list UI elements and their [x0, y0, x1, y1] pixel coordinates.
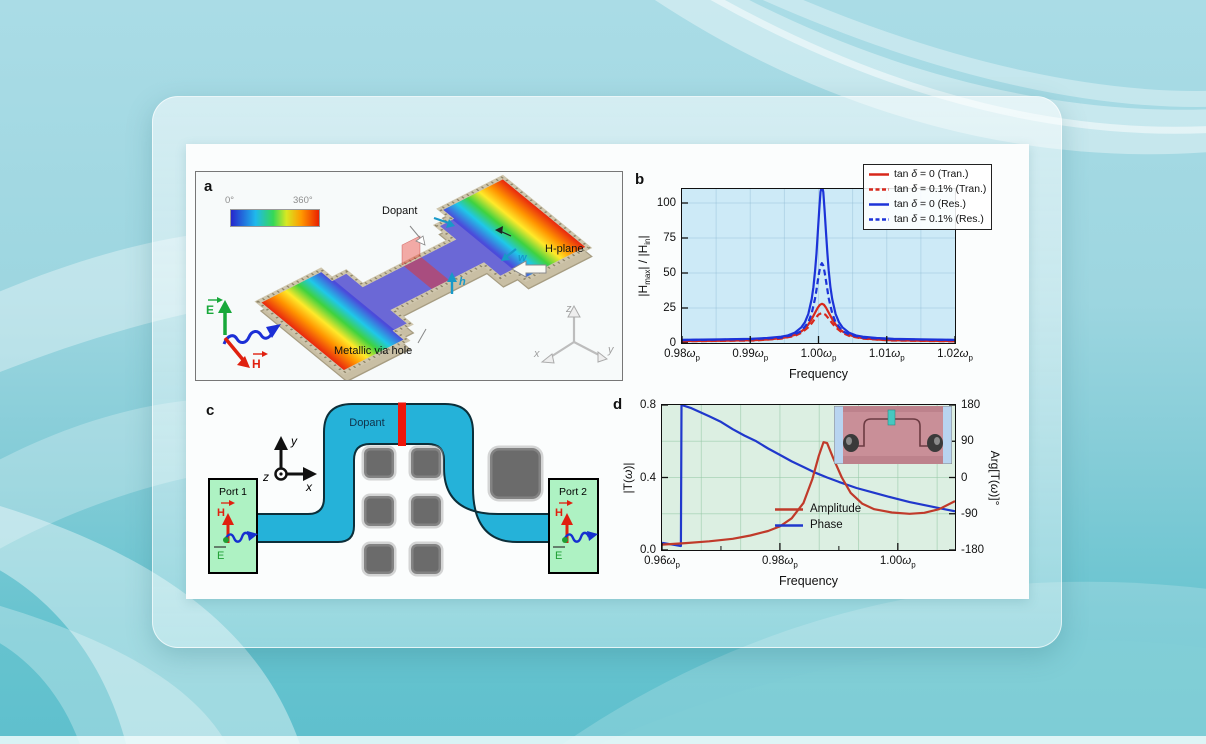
- right-tick-label: 90: [961, 435, 974, 448]
- e-field-label: E: [206, 303, 215, 317]
- legend-entry: tan δ = 0 (Res.): [868, 197, 986, 212]
- figure-canvas: a 0° 360°: [186, 144, 1029, 599]
- legend-label: tan δ = 0.1% (Tran.): [894, 184, 987, 195]
- panel-b-plot: Frequency |Hmax| / |Hin| tan δ = 0 (Tran…: [636, 164, 993, 381]
- port-2: Port 2 H E: [548, 478, 599, 574]
- dopant-slab: [401, 235, 421, 266]
- metallic-posts: [361, 445, 544, 577]
- content-card: a 0° 360°: [152, 96, 1062, 648]
- legend-label: tan δ = 0.1% (Res.): [894, 214, 984, 225]
- surface-arrowhead: [495, 226, 503, 234]
- y-tick-label: 75: [663, 232, 676, 244]
- right-tick-label: 180: [961, 399, 981, 411]
- colorbar-max-label: 360°: [293, 195, 313, 206]
- panel-c: Dopant: [208, 402, 599, 577]
- panel-b-letter: b: [635, 171, 645, 188]
- port-2-e-label: E: [555, 550, 562, 562]
- port-1-h-label: H: [217, 507, 225, 519]
- right-tick-label: -180: [961, 544, 985, 556]
- y-tick-label: 0.4: [640, 471, 656, 484]
- inset-dopant-sample: [887, 409, 896, 426]
- y-tick-label: 0: [669, 337, 676, 349]
- panel-a: a 0° 360°: [195, 171, 623, 381]
- waveguide-3d-art: z x y: [208, 174, 615, 380]
- y-tick-label: 50: [663, 267, 676, 279]
- wave-arrow: [222, 330, 274, 345]
- y-tick-label: 0.0: [640, 544, 656, 556]
- panel-d-xlabel: Frequency: [778, 574, 839, 588]
- panel-a-letter: a: [204, 178, 213, 195]
- panel-d-plot: Frequency |T(ω)| Arg[T(ω)]° Amplitude Pha…: [621, 399, 1002, 588]
- height-label: h: [459, 276, 466, 288]
- h-field-arrow: [223, 336, 246, 363]
- y-tick-label: 25: [663, 302, 676, 314]
- legend-label: tan δ = 0 (Res.): [894, 199, 966, 210]
- port-1: Port 1 H E: [208, 478, 258, 574]
- legend-entry: Amplitude: [774, 501, 861, 517]
- panel-c-axes: y x z: [262, 434, 317, 494]
- chart-curves-d: [662, 405, 955, 550]
- legend-entry: tan δ = 0 (Tran.): [868, 167, 986, 182]
- port-1-label: Port 1: [219, 486, 247, 498]
- axis-y-label-c: y: [290, 434, 298, 448]
- panel-d-letter: d: [613, 396, 623, 413]
- axis-x-label-c: x: [305, 480, 313, 494]
- dopant-label-c: Dopant: [349, 417, 384, 429]
- series-tan δ = 0.1% (Res.): [682, 262, 955, 342]
- port-1-e-label: E: [217, 550, 224, 562]
- colorbar-min-label: 0°: [225, 195, 235, 206]
- legend-entry: tan δ = 0.1% (Tran.): [868, 182, 986, 197]
- series-Amplitude: [662, 441, 955, 546]
- axis-y-label: y: [607, 344, 615, 356]
- dopant-label: Dopant: [382, 205, 418, 217]
- h-plane-label: H-plane: [545, 243, 584, 255]
- panel-d-ylabel: |T(ω)|: [621, 462, 635, 493]
- panel-c-letter: c: [206, 402, 215, 419]
- width-arrow: [505, 248, 517, 258]
- panel-b-ylabel: |Hmax| / |Hin|: [635, 235, 653, 297]
- x-tick-label: 0.98ωp: [762, 555, 798, 570]
- x-tick-label: 1.00ωp: [800, 348, 837, 363]
- x-tick-label: 0.96ωp: [644, 555, 680, 570]
- series-tan δ = 0 (Res.): [682, 189, 955, 341]
- width-label: w: [518, 252, 527, 264]
- right-tick-label: 0: [961, 471, 968, 484]
- x-tick-label: 1.02ωp: [937, 348, 973, 363]
- legend-entry: Phase: [774, 517, 861, 533]
- axis-z-label: z: [565, 303, 572, 315]
- right-tick-label: -90: [961, 507, 978, 520]
- h-field-label: H: [252, 357, 261, 371]
- series-Phase: [662, 405, 955, 548]
- y-tick-label: 100: [656, 197, 676, 209]
- via-hole-label: Metallic via hole: [334, 345, 413, 357]
- axes-triad: [548, 315, 600, 359]
- legend-label: tan δ = 0 (Tran.): [894, 169, 969, 180]
- axis-x-label: x: [533, 348, 540, 360]
- axis-z-label-c: z: [262, 470, 269, 484]
- x-tick-label: 1.01ωp: [868, 348, 905, 363]
- dopant-cyan-arrowhead: [446, 219, 455, 228]
- legend-label: Phase: [810, 519, 843, 531]
- metallic-via-holes: [255, 175, 591, 374]
- legend-entry: tan δ = 0.1% (Res.): [868, 212, 986, 227]
- phase-colorbar: [230, 209, 320, 227]
- port-2-label: Port 2: [559, 486, 587, 498]
- x-tick-label: 0.98ωp: [664, 348, 700, 363]
- panel-d-rlabel: Arg[T(ω)]°: [988, 450, 1002, 505]
- chart-curves-b: [682, 189, 955, 343]
- panel-d-legend: Amplitude Phase: [774, 501, 861, 533]
- panel-b-xlabel: Frequency: [788, 367, 849, 381]
- series-tan δ = 0 (Tran.): [682, 302, 955, 343]
- device-photo-inset: [834, 406, 952, 464]
- x-tick-label: 1.00ωp: [879, 555, 916, 570]
- port-2-h-label: H: [555, 507, 563, 519]
- dopant-strip: [398, 402, 406, 446]
- dopant-arrow: [415, 235, 426, 246]
- panel-b-legend: tan δ = 0 (Tran.) tan δ = 0.1% (Tran.) tan…: [863, 164, 993, 230]
- x-tick-label: 0.99ωp: [732, 348, 769, 363]
- h-plane-arrow: [510, 260, 547, 278]
- y-tick-label: 0.8: [640, 399, 656, 411]
- legend-label: Amplitude: [810, 503, 862, 515]
